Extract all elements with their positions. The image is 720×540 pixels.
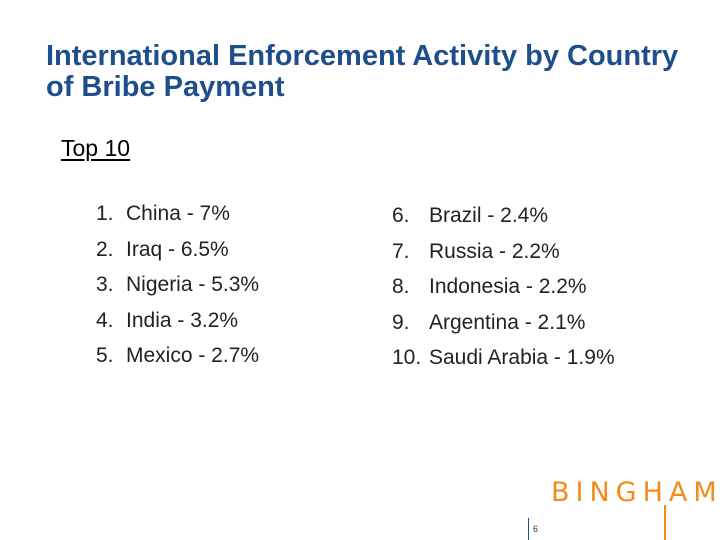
list-item: 6. Brazil - 2.4% bbox=[392, 198, 615, 234]
logo-divider bbox=[664, 505, 666, 540]
list-item: 4. India - 3.2% bbox=[96, 303, 259, 339]
list-item: 9. Argentina - 2.1% bbox=[392, 305, 615, 341]
item-text: China - 7% bbox=[126, 202, 230, 225]
item-number: 1. bbox=[96, 202, 114, 225]
list-item: 2. Iraq - 6.5% bbox=[96, 232, 259, 268]
item-number: 5. bbox=[96, 344, 114, 367]
item-text: Saudi Arabia - 1.9% bbox=[429, 346, 615, 369]
item-text: Nigeria - 5.3% bbox=[126, 273, 260, 296]
item-text: India - 3.2% bbox=[126, 308, 239, 332]
page-number: 6 bbox=[533, 524, 539, 534]
list-item: 8. Indonesia - 2.2% bbox=[392, 269, 615, 305]
slide-title: International Enforcement Activity by Co… bbox=[46, 40, 679, 103]
list-item: 10. Saudi Arabia - 1.9% bbox=[392, 340, 615, 376]
page-number-divider bbox=[528, 518, 529, 540]
list-item: 5. Mexico - 2.7% bbox=[96, 338, 259, 374]
item-number: 9. bbox=[392, 310, 410, 334]
list-item: 7. Russia - 2.2% bbox=[392, 234, 615, 270]
list-item: 1. China - 7% bbox=[96, 196, 259, 232]
item-text: Mexico - 2.7% bbox=[126, 344, 260, 367]
item-text: Russia - 2.2% bbox=[429, 239, 560, 263]
item-number: 10. bbox=[392, 346, 422, 369]
item-number: 3. bbox=[96, 273, 114, 296]
ranking-list-right: 6. Brazil - 2.4% 7. Russia - 2.2% 8. Indone… bbox=[392, 198, 615, 376]
item-text: Indonesia - 2.2% bbox=[429, 275, 587, 298]
item-text: Iraq - 6.5% bbox=[126, 237, 229, 261]
list-item: 3. Nigeria - 5.3% bbox=[96, 267, 259, 303]
item-number: 6. bbox=[392, 204, 410, 227]
ranking-list-left: 1. China - 7% 2. Iraq - 6.5% 3. Nigeria - 5… bbox=[96, 196, 259, 374]
slide-subtitle: Top 10 bbox=[61, 135, 131, 161]
item-text: Argentina - 2.1% bbox=[429, 310, 586, 334]
item-number: 8. bbox=[392, 275, 410, 298]
item-number: 2. bbox=[96, 237, 114, 261]
bingham-logo: BINGHAM bbox=[551, 477, 720, 508]
item-number: 7. bbox=[392, 239, 410, 263]
item-text: Brazil - 2.4% bbox=[429, 204, 549, 227]
item-number: 4. bbox=[96, 308, 114, 332]
